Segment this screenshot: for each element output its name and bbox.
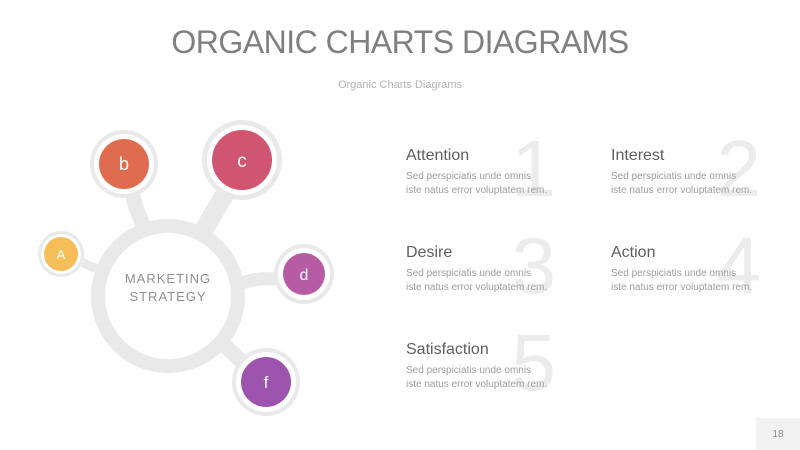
feature-title: Satisfaction bbox=[406, 341, 489, 358]
feature-desc-line1: Sed perspiciatis unde omnis bbox=[406, 365, 532, 376]
node-c-label: c bbox=[237, 151, 247, 172]
feature-item-desire: 3 Desire Sed perspiciatis unde omnis iste… bbox=[406, 226, 556, 306]
feature-number: 2 bbox=[716, 124, 762, 213]
feature-list: 1 Attention Sed perspiciatis unde omnis i… bbox=[406, 129, 766, 406]
node-f-label: f bbox=[264, 373, 269, 392]
feature-desc-line1: Sed perspiciatis unde omnis bbox=[406, 171, 532, 182]
node-d-label: d bbox=[300, 267, 309, 284]
feature-title: Action bbox=[611, 244, 656, 261]
node-a-label: A bbox=[57, 247, 66, 262]
feature-title: Attention bbox=[406, 147, 470, 164]
page-title: ORGANIC CHARTS DIAGRAMS bbox=[171, 24, 629, 60]
feature-item-interest: 2 Interest Sed perspiciatis unde omnis is… bbox=[611, 129, 761, 209]
feature-item-satisfaction: 5 Satisfaction Sed perspiciatis unde omn… bbox=[406, 323, 556, 403]
diagram-node-f: f bbox=[232, 348, 300, 416]
feature-number: 5 bbox=[511, 318, 557, 407]
feature-item-attention: 1 Attention Sed perspiciatis unde omnis i… bbox=[406, 129, 556, 209]
feature-number: 1 bbox=[511, 124, 557, 213]
node-b-circle bbox=[99, 139, 149, 189]
feature-description: Sed perspiciatis unde omnis iste natus er… bbox=[611, 170, 761, 198]
feature-number: 3 bbox=[511, 221, 557, 310]
feature-title: Interest bbox=[611, 147, 665, 164]
node-a-circle bbox=[44, 237, 78, 271]
page-number-badge: 18 bbox=[756, 418, 800, 450]
feature-desc-line2: iste natus error voluptatem rem. bbox=[406, 185, 548, 196]
node-b-label: b bbox=[119, 154, 129, 174]
diagram-node-c: c bbox=[202, 120, 282, 200]
node-c-circle bbox=[212, 130, 272, 190]
feature-description: Sed perspiciatis unde omnis iste natus er… bbox=[406, 170, 556, 198]
feature-desc-line1: Sed perspiciatis unde omnis bbox=[406, 268, 532, 279]
feature-desc-line2: iste natus error voluptatem rem. bbox=[611, 282, 753, 293]
diagram-node-a: A bbox=[38, 231, 84, 277]
feature-desc-line2: iste natus error voluptatem rem. bbox=[406, 379, 548, 390]
feature-description: Sed perspiciatis unde omnis iste natus er… bbox=[406, 364, 556, 392]
hub-label-line1: MARKETING bbox=[125, 271, 211, 286]
diagram-node-b: b bbox=[90, 130, 158, 198]
feature-item-action: 4 Action Sed perspiciatis unde omnis iste… bbox=[611, 226, 761, 306]
feature-desc-line1: Sed perspiciatis unde omnis bbox=[611, 171, 737, 182]
feature-desc-line2: iste natus error voluptatem rem. bbox=[406, 282, 548, 293]
feature-desc-line2: iste natus error voluptatem rem. bbox=[611, 185, 753, 196]
feature-number: 4 bbox=[716, 221, 762, 310]
hub-ring bbox=[91, 219, 245, 373]
feature-desc-line1: Sed perspiciatis unde omnis bbox=[611, 268, 737, 279]
node-d-circle bbox=[283, 253, 325, 295]
feature-title: Desire bbox=[406, 244, 453, 261]
node-f-circle bbox=[241, 357, 291, 407]
feature-description: Sed perspiciatis unde omnis iste natus er… bbox=[611, 267, 761, 295]
feature-description: Sed perspiciatis unde omnis iste natus er… bbox=[406, 267, 556, 295]
hub-label-line2: STRATEGY bbox=[129, 289, 206, 304]
diagram-node-d: d bbox=[274, 244, 334, 304]
page-subtitle: Organic Charts Diagrams bbox=[337, 79, 463, 91]
